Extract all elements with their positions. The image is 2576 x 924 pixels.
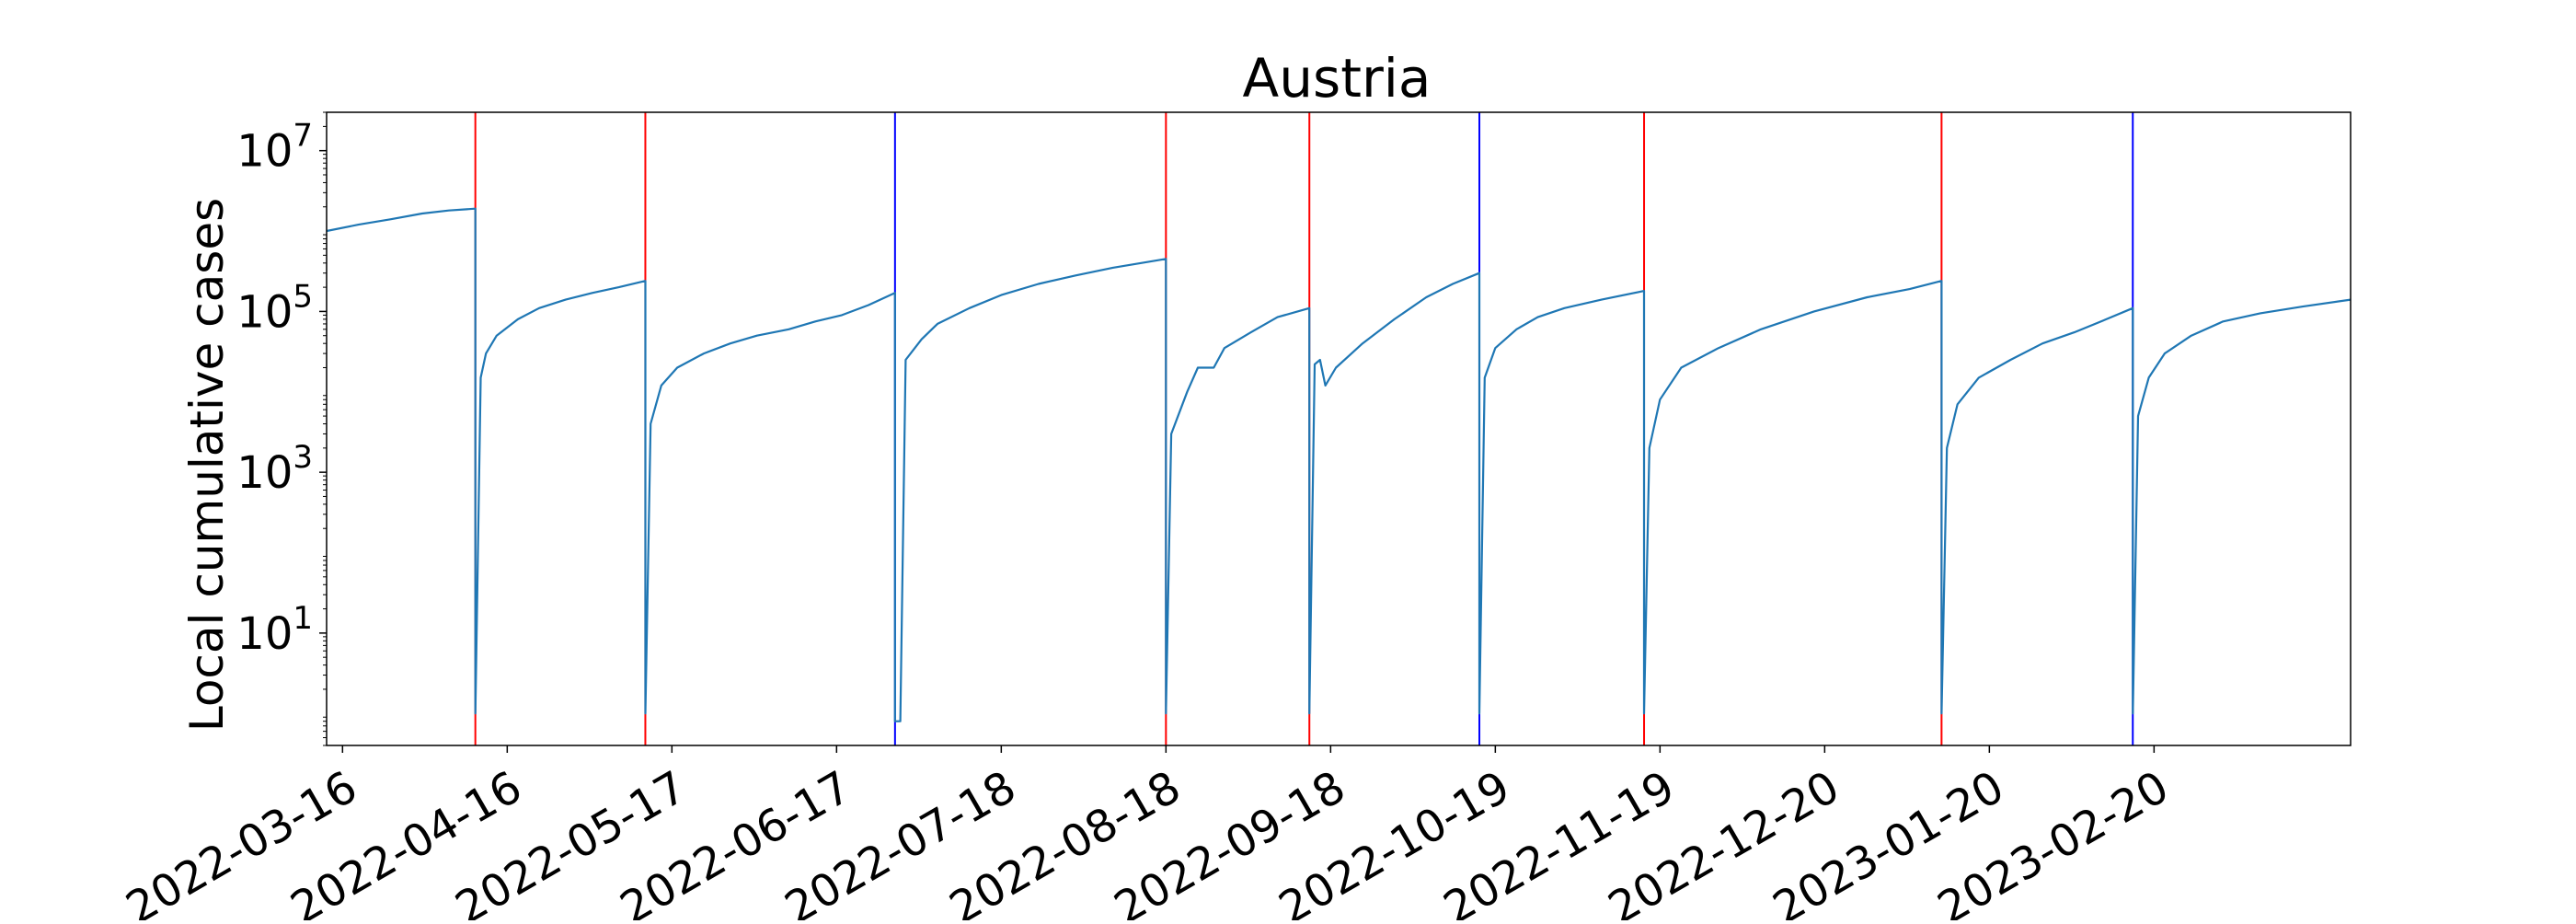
x-axis-ticks: 2022-03-162022-04-162022-05-172022-06-17… [118, 745, 2178, 924]
y-tick-label: 107 [236, 118, 313, 178]
y-tick-label: 105 [236, 278, 313, 338]
vertical-lines [474, 112, 2134, 745]
plot-frame [326, 111, 2352, 746]
y-axis-label: Local cumulative cases [180, 198, 234, 732]
y-axis-ticks: 101 103 105 107 [236, 111, 327, 746]
y-tick-label: 101 [236, 600, 313, 660]
series-line [326, 207, 2352, 722]
chart-title: Austria [1243, 47, 1432, 110]
series-line-layer [326, 207, 2352, 722]
y-tick-label: 103 [236, 439, 313, 499]
